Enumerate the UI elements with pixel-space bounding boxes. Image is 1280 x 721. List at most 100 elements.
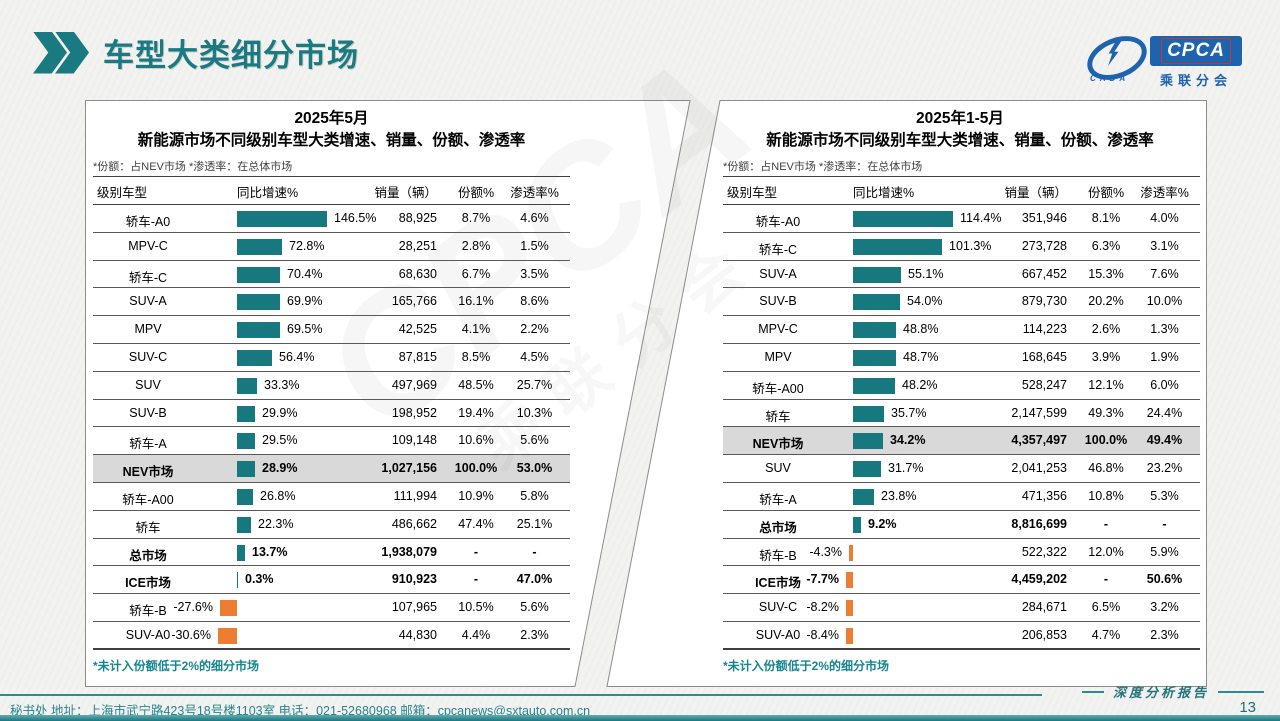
penetration-value: 10.0% xyxy=(1146,294,1183,309)
share-value: 46.8% xyxy=(1088,461,1124,476)
data-table: 级别车型 同比增速% 销量（辆） 份额% 渗透率% 轿车-A0 114.4% 351… xyxy=(723,176,1200,650)
sales-value: 42,525 xyxy=(398,322,437,337)
growth-value: 13.7% xyxy=(252,544,288,559)
category-label: 轿车-A xyxy=(759,492,797,507)
growth-value: 31.7% xyxy=(888,461,924,476)
category-label: NEV市场 xyxy=(122,465,174,480)
penetration-value: 1.9% xyxy=(1150,349,1179,364)
col-header-share: 份额% xyxy=(1087,186,1125,200)
share-value: 47.4% xyxy=(458,516,494,531)
penetration-value: 6.0% xyxy=(1150,377,1179,392)
penetration-value: 5.6% xyxy=(520,433,549,448)
col-header-category: 级别车型 xyxy=(97,186,148,200)
growth-bar xyxy=(237,516,251,533)
growth-bar xyxy=(220,600,237,617)
penetration-value: 7.6% xyxy=(1150,266,1179,281)
sales-value: 522,322 xyxy=(1021,544,1067,559)
table-row: 轿车 35.7% 2,147,599 49.3% 24.4% xyxy=(723,400,1200,428)
growth-value: 22.3% xyxy=(258,516,294,531)
share-value: 10.5% xyxy=(458,600,494,615)
share-value: 12.0% xyxy=(1088,544,1124,559)
category-label: SUV xyxy=(765,461,791,476)
growth-bar xyxy=(218,627,237,644)
growth-bar xyxy=(853,405,884,422)
growth-value: 55.1% xyxy=(908,266,944,281)
share-value: 8.1% xyxy=(1091,211,1121,225)
penetration-value: 10.3% xyxy=(516,405,553,420)
logo-cpca-text: CPCA xyxy=(1161,38,1231,64)
sales-value: 497,969 xyxy=(391,377,437,392)
panel-may-2025: 2025年5月 新能源市场不同级别车型大类增速、销量、份额、渗透率 *份额：占N… xyxy=(85,100,705,687)
page-title: 车型大类细分市场 xyxy=(103,38,359,73)
category-label: 总市场 xyxy=(129,548,167,563)
category-label: MPV xyxy=(134,322,162,337)
growth-value: -8.2% xyxy=(806,600,839,615)
growth-value: 48.7% xyxy=(903,349,939,364)
slide-header: 车型大类细分市场 xyxy=(33,30,359,75)
sales-value: 28,251 xyxy=(398,238,437,253)
report-label-text: 深度分析报告 xyxy=(1112,685,1209,700)
penetration-value: 5.8% xyxy=(520,488,549,503)
table-header-row: 级别车型 同比增速% 销量（辆） 份额% 渗透率% xyxy=(723,176,1200,205)
logo-subtitle: 乘联分会 xyxy=(1159,73,1232,88)
page-number: 13 xyxy=(1239,699,1256,716)
table-row: ICE市场 -7.7% 4,459,202 - 50.6% xyxy=(723,566,1200,595)
table-row: 轿车-A 29.5% 109,148 10.6% 5.6% xyxy=(93,427,570,456)
category-label: 轿车-A00 xyxy=(752,381,804,396)
share-value: 19.4% xyxy=(458,405,494,420)
sales-value: 68,630 xyxy=(398,266,437,281)
category-label: SUV-A0 xyxy=(125,627,171,642)
penetration-value: 25.1% xyxy=(516,516,553,531)
sales-value: 109,148 xyxy=(391,433,437,448)
growth-bar xyxy=(853,294,900,311)
growth-bar xyxy=(237,377,257,394)
category-label: 轿车 xyxy=(765,409,791,424)
sales-value: 44,830 xyxy=(398,627,437,642)
growth-value: 114.4% xyxy=(960,211,1002,225)
sales-value: 351,946 xyxy=(1021,211,1067,225)
growth-value: 146.5% xyxy=(334,211,377,225)
table-row: MPV-C 72.8% 28,251 2.8% 1.5% xyxy=(93,233,570,261)
table-row: 轿车-A0 146.5% 88,925 8.7% 4.6% xyxy=(93,205,570,233)
table-row: 轿车-A00 48.2% 528,247 12.1% 6.0% xyxy=(723,372,1200,400)
growth-value: 48.8% xyxy=(903,322,939,337)
category-label: SUV-B xyxy=(129,405,167,420)
category-label: MPV-C xyxy=(128,238,168,253)
growth-value: 101.3% xyxy=(949,238,992,253)
growth-value: -7.7% xyxy=(806,572,839,587)
table-row: 轿车-C 70.4% 68,630 6.7% 3.5% xyxy=(93,261,570,289)
logo-cpca-box: CPCA xyxy=(1150,36,1242,66)
share-value: 2.6% xyxy=(1091,322,1121,337)
share-value: 6.5% xyxy=(1091,600,1121,615)
growth-value: 34.2% xyxy=(890,433,926,448)
share-value: 6.7% xyxy=(461,266,491,281)
penetration-value: 4.6% xyxy=(520,211,549,225)
category-label: 轿车-A0 xyxy=(755,215,801,229)
penetration-value: 8.6% xyxy=(520,294,549,309)
share-value: 49.3% xyxy=(1088,405,1124,420)
category-label: SUV-C xyxy=(128,349,168,364)
category-label: MPV-C xyxy=(758,322,798,337)
table-row: NEV市场 28.9% 1,027,156 100.0% 53.0% xyxy=(93,455,570,483)
growth-value: 70.4% xyxy=(287,266,323,281)
category-label: SUV-A xyxy=(129,294,167,309)
share-value: 4.7% xyxy=(1091,627,1121,642)
panel-title-line2: 新能源市场不同级别车型大类增速、销量、份额、渗透率 xyxy=(137,132,526,150)
growth-bar xyxy=(846,627,853,644)
table-row: SUV-A 55.1% 667,452 15.3% 7.6% xyxy=(723,261,1200,289)
growth-value: -8.4% xyxy=(806,627,839,642)
share-value: 100.0% xyxy=(1084,433,1128,448)
growth-bar xyxy=(237,349,272,366)
growth-value: 29.5% xyxy=(262,433,298,448)
growth-bar xyxy=(853,488,874,505)
penetration-value: 53.0% xyxy=(516,461,553,476)
category-label: 轿车 xyxy=(135,520,161,535)
growth-value: 23.8% xyxy=(881,488,917,503)
share-value: 3.9% xyxy=(1091,349,1121,364)
penetration-value: - xyxy=(532,544,537,559)
growth-value: 0.3% xyxy=(245,572,274,587)
category-label: ICE市场 xyxy=(125,576,171,591)
growth-value: 9.2% xyxy=(868,516,897,531)
growth-value: 72.8% xyxy=(289,238,325,253)
